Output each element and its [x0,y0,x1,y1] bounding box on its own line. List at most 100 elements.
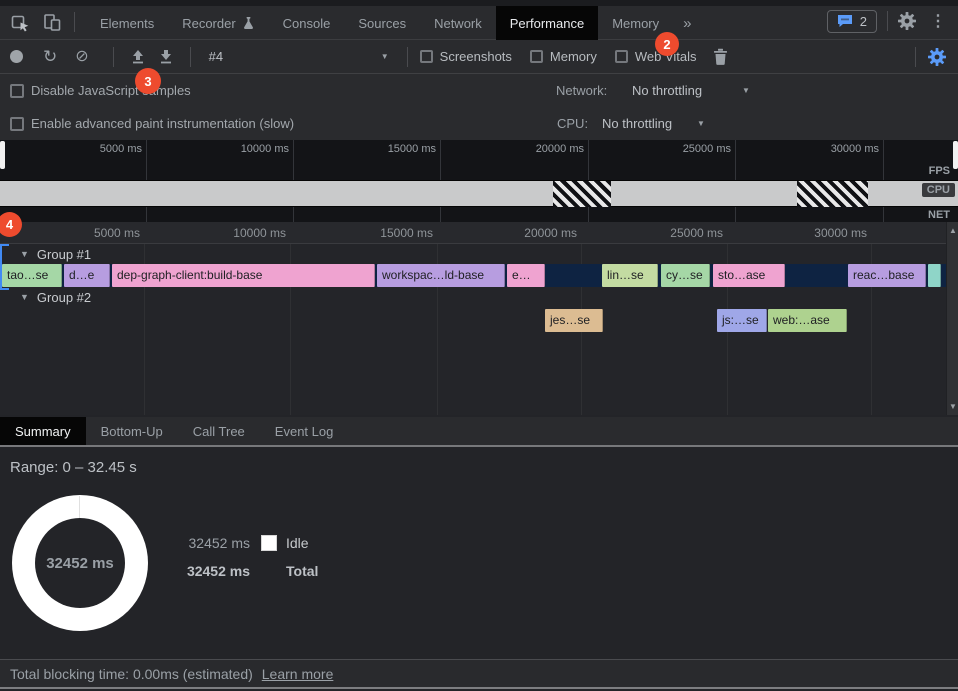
donut-total-label: 32452 ms [46,554,114,572]
tab-recorder[interactable]: Recorder [168,6,268,40]
feedback-chat-icon [837,14,853,28]
tab-label: Network [434,15,482,31]
flame-bar[interactable]: workspac…ld-base [377,264,505,287]
group-header-group-2[interactable]: ▼ Group #2 [0,287,946,307]
record-button[interactable] [10,50,23,63]
load-profile-icon[interactable] [130,49,146,65]
delete-recording-trash-icon[interactable] [713,48,728,65]
web-vitals-checkbox[interactable]: Web Vitals [614,49,697,64]
disable-js-samples-checkbox[interactable]: Disable JavaScript samples [10,83,191,98]
overview-cpu-track[interactable] [0,180,958,208]
toolbar-divider [189,46,191,67]
group-header-group-1[interactable]: ▼ Group #1 [0,244,946,264]
fps-track-label: FPS [928,165,950,177]
tab-performance[interactable]: Performance [495,6,599,40]
clear-recordings-icon[interactable]: ⊘ [75,47,89,65]
flame-tick-label: 15000 ms [380,226,433,240]
flame-chart-ruler: 5000 ms 10000 ms 15000 ms 20000 ms 25000 ms 3… [0,222,946,244]
timeline-overview[interactable]: FPS CPU NET 5000 ms 10000 ms 15000 ms 20000… [0,140,958,222]
screenshots-checkbox[interactable]: Screenshots [419,49,512,64]
activity-donut-chart: 32452 ms [12,495,148,631]
save-profile-icon[interactable] [158,49,174,65]
learn-more-link[interactable]: Learn more [261,665,334,682]
checkbox-box [614,50,628,63]
memory-checkbox[interactable]: Memory [529,49,597,64]
flame-bar[interactable]: cy…se [661,264,710,287]
recording-session-select[interactable]: #4 ▼ [201,49,397,64]
panel-tabs: Elements Recorder Console Sources Network Per… [86,6,701,40]
scroll-down-arrow-icon[interactable]: ▼ [949,402,957,411]
status-footer: Total blocking time: 0.00ms (estimated) … [0,659,958,687]
tab-label: Memory [612,15,660,31]
checkbox-box [10,83,24,98]
overview-net-track[interactable] [0,207,958,222]
capture-settings-gear-icon[interactable] [928,47,946,66]
flame-tick-label: 10000 ms [233,226,286,240]
flame-bar[interactable]: dep-graph-client:build-base [112,264,375,287]
flame-bar[interactable]: lin…se [602,264,658,287]
legend-row-total: 32452 ms Total [150,561,318,581]
flame-bar[interactable]: jes…se [545,309,603,332]
tab-label: Performance [509,15,585,31]
donut-hole: 32452 ms [35,518,125,608]
group-name: Group #2 [36,289,92,305]
detail-tab-event-log[interactable]: Event Log [260,417,349,445]
chevron-down-icon[interactable]: ▼ [742,86,750,95]
network-throttle-value[interactable]: No throttling [632,83,703,98]
overview-gridline [883,140,884,180]
scroll-up-arrow-icon[interactable]: ▲ [949,226,957,235]
tab-elements[interactable]: Elements [86,6,168,40]
inspect-element-icon[interactable] [10,12,30,32]
overview-window-right-handle[interactable] [953,141,958,169]
flame-gridline [144,222,145,415]
cpu-throttle-value[interactable]: No throttling [602,116,673,131]
more-tabs-button[interactable]: » [673,6,701,40]
detail-tab-call-tree[interactable]: Call Tree [178,417,260,445]
session-label: #4 [208,49,224,64]
reload-and-record-icon[interactable]: ↻ [43,46,58,66]
legend-row-idle: 32452 ms Idle [150,533,309,553]
detail-tab-label: Bottom-Up [100,423,163,439]
selected-group-focus-bracket [0,244,9,290]
tab-console[interactable]: Console [269,6,345,40]
detail-tab-label: Event Log [274,423,334,439]
cpu-track-label: CPU [921,183,955,197]
flame-tick-label: 5000 ms [93,226,140,240]
step-badge-3: 3 [135,68,161,94]
overview-gridline [883,207,884,222]
flame-tick-label: 20000 ms [524,226,577,240]
device-toolbar-icon[interactable] [42,12,62,32]
flame-bar[interactable]: sto…ase [713,264,785,287]
detail-tab-summary[interactable]: Summary [0,417,86,445]
detail-tab-bottom-up[interactable]: Bottom-Up [86,417,178,445]
flame-bar[interactable]: js:…se [717,309,767,332]
flame-bar[interactable] [928,264,941,287]
flame-bar[interactable]: web:…ase [768,309,847,332]
overview-gridline [440,140,441,180]
flame-bar[interactable]: e… [507,264,545,287]
tab-label: Console [282,15,331,31]
tab-network[interactable]: Network [420,6,496,40]
overview-window-left-handle[interactable] [0,141,5,169]
chevron-down-icon[interactable]: ▼ [697,119,705,128]
overview-tick-label: 20000 ms [535,143,584,155]
flame-chart-scrollbar[interactable]: ▲ ▼ [946,222,958,415]
collapse-triangle-icon: ▼ [20,249,29,259]
devtools-settings-gear-icon[interactable] [898,12,916,30]
feedback-button[interactable]: 2 [826,9,877,33]
more-tabs-chevrons: » [683,14,692,32]
more-options-kebab-icon[interactable]: ⋮ [930,13,946,30]
cpu-throttle-label: CPU: [557,116,589,131]
flame-bar[interactable]: tao…se [2,264,62,287]
tab-memory[interactable]: Memory [598,6,673,40]
tab-sources[interactable]: Sources [344,6,420,40]
checkbox-label: Memory [549,49,597,64]
flame-bar[interactable]: d…e [64,264,110,287]
overview-gridline [735,140,736,180]
flame-bar[interactable]: reac…base [848,264,926,287]
toolbar-divider [887,11,888,31]
flame-chart[interactable]: 5000 ms 10000 ms 15000 ms 20000 ms 25000 ms 3… [0,222,958,415]
step-badge-4: 4 [0,212,22,237]
advanced-paint-checkbox[interactable]: Enable advanced paint instrumentation (s… [10,116,294,131]
